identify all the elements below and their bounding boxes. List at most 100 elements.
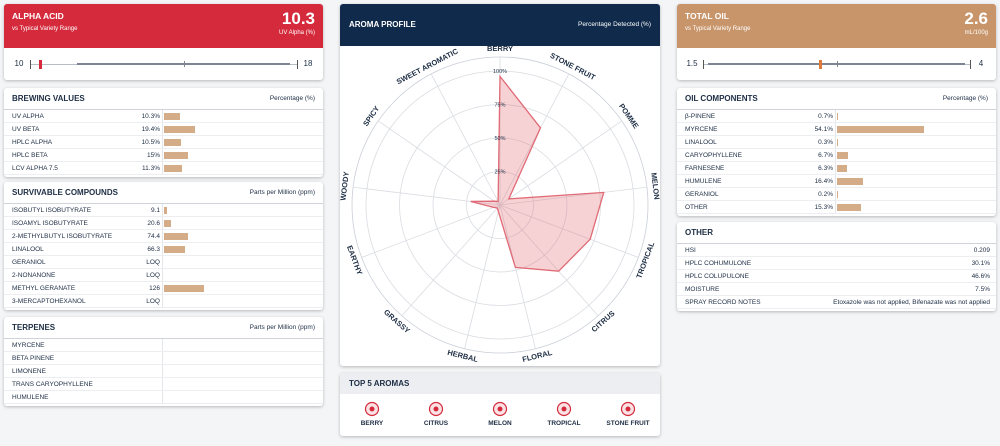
axis-label: POMME (617, 102, 641, 130)
row-label: METHYL GERANATE (12, 285, 76, 292)
table-row: UV ALPHA 10.3% (4, 110, 323, 123)
metric-unit: UV Alpha (%) (278, 30, 315, 36)
icon-detail (561, 406, 567, 412)
table-row: 2-METHYLBUTYL ISOBUTYRATE 74.4 (4, 230, 323, 243)
table-row: SPRAY RECORD NOTES Etoxazole was not appl… (677, 296, 996, 309)
r-tick-label: 100% (493, 69, 507, 75)
spoke (499, 204, 536, 349)
range-end (297, 60, 298, 69)
chart-title: AROMA PROFILE (349, 20, 416, 29)
table-row: HUMULENE (4, 391, 323, 404)
metric-value: 10.3 (281, 9, 315, 28)
divider (4, 338, 323, 339)
range-end (970, 60, 971, 69)
table-row: UV BETA 19.4% (4, 123, 323, 136)
value-bar (164, 139, 181, 146)
table-row: MYRCENE 54.1% (677, 123, 996, 136)
value-bar (837, 126, 924, 133)
row-value: Etoxazole was not applied, Bifenazate wa… (833, 299, 990, 306)
axis-label: WOODY (340, 171, 351, 201)
row-label: HSI (685, 247, 696, 254)
table-title: OIL COMPONENTS (685, 94, 758, 103)
typical-mid (183, 61, 185, 67)
row-value: 6.7% (818, 152, 833, 159)
metric-value: 2.6 (964, 9, 988, 28)
range-end (703, 60, 704, 69)
row-value: 10.5% (141, 139, 160, 146)
spoke (499, 186, 647, 206)
row-label: MYRCENE (12, 342, 45, 349)
table-row: LINALOOL 0.3% (677, 136, 996, 149)
icon-detail (625, 406, 631, 412)
table-unit: Percentage (%) (269, 95, 315, 102)
row-value: 74.4 (147, 233, 160, 240)
table-title: OTHER (685, 228, 713, 237)
range-min: 10 (14, 59, 24, 68)
row-label: UV BETA (12, 126, 40, 133)
axis-label: SPICY (361, 104, 381, 128)
range-card: TOTAL OIL vs Typical Variety Range 2.6 mL/1… (677, 4, 996, 80)
row-value: 0.2% (818, 191, 833, 198)
row-value: 7.5% (975, 286, 990, 293)
row-label: HUMULENE (685, 178, 722, 185)
range-max: 18 (303, 59, 313, 68)
table-title: BREWING VALUES (12, 94, 85, 103)
row-label: FARNESENE (685, 165, 725, 172)
row-value: 15.3% (814, 204, 833, 211)
row-label: UV ALPHA (12, 113, 44, 120)
table-row: HUMULENE 16.4% (677, 175, 996, 188)
r-tick-label: 50% (494, 136, 505, 142)
value-bar (164, 152, 188, 159)
row-label: 3-MERCAPTOHEXANOL (12, 298, 86, 305)
row-value: 20.6 (147, 220, 160, 227)
card-header: TOTAL OIL vs Typical Variety Range 2.6 mL/1… (677, 4, 996, 48)
row-value: 15% (146, 152, 160, 159)
table-row: 3-MERCAPTOHEXANOL LOQ (4, 295, 323, 308)
value-bar (164, 233, 188, 240)
range-min: 1.5 (686, 59, 698, 68)
table-row: 2-NONANONE LOQ (4, 269, 323, 282)
value-bar (837, 204, 862, 211)
row-value: 46.6% (971, 273, 990, 280)
row-value: LOQ (146, 298, 160, 305)
range-end (30, 60, 31, 69)
row-value: LOQ (146, 272, 160, 279)
aroma-icon (428, 401, 444, 417)
row-value: 54.1% (814, 126, 833, 133)
table-title: TERPENES (12, 323, 56, 332)
table-row: HSI 0.209 (677, 244, 996, 257)
axis-label: BERRY (487, 46, 513, 53)
value-bar (164, 246, 186, 253)
axis-label: EARTHY (345, 244, 364, 276)
spoke (499, 204, 639, 258)
row-value: 0.209 (973, 247, 990, 254)
value-bar (837, 152, 848, 159)
table-card: OIL COMPONENTS Percentage (%) β-PINENE 0.7%… (677, 88, 996, 216)
table-unit: Parts per Million (ppm) (249, 324, 315, 331)
icon-detail (497, 406, 503, 412)
row-label: HPLC COHUMULONE (685, 260, 752, 267)
chart-card: AROMA PROFILE Percentage Detected (%) 25% 5… (340, 4, 660, 366)
divider (4, 109, 323, 110)
column-divider (835, 110, 836, 214)
aroma-label: TROPICAL (547, 420, 581, 427)
table-card: BREWING VALUES Percentage (%) UV ALPHA 10.3… (4, 88, 323, 177)
divider (677, 109, 996, 110)
range-marker (818, 60, 822, 69)
table-row: GERANIOL 0.2% (677, 188, 996, 201)
top-aromas-card: TOP 5 AROMAS BERRY CITRUS MELON TROPICAL STON… (340, 373, 660, 436)
row-label: LINALOOL (685, 139, 717, 146)
table-row: LCV ALPHA 7.5 11.3% (4, 162, 323, 175)
r-tick-label: 75% (494, 103, 505, 109)
table-row: LIMONENE (4, 365, 323, 378)
spoke (361, 204, 501, 258)
card-header: ALPHA ACID vs Typical Variety Range 10.3 UV… (4, 4, 323, 48)
metric-unit: mL/100g (964, 30, 988, 36)
row-label: TRANS CARYOPHYLLENE (12, 381, 93, 388)
r-tick-label: 25% (494, 170, 505, 176)
spoke (499, 204, 599, 317)
spoke (401, 204, 501, 317)
axis-label: STONE FRUIT (549, 51, 598, 82)
table-row: β-PINENE 0.7% (677, 110, 996, 123)
